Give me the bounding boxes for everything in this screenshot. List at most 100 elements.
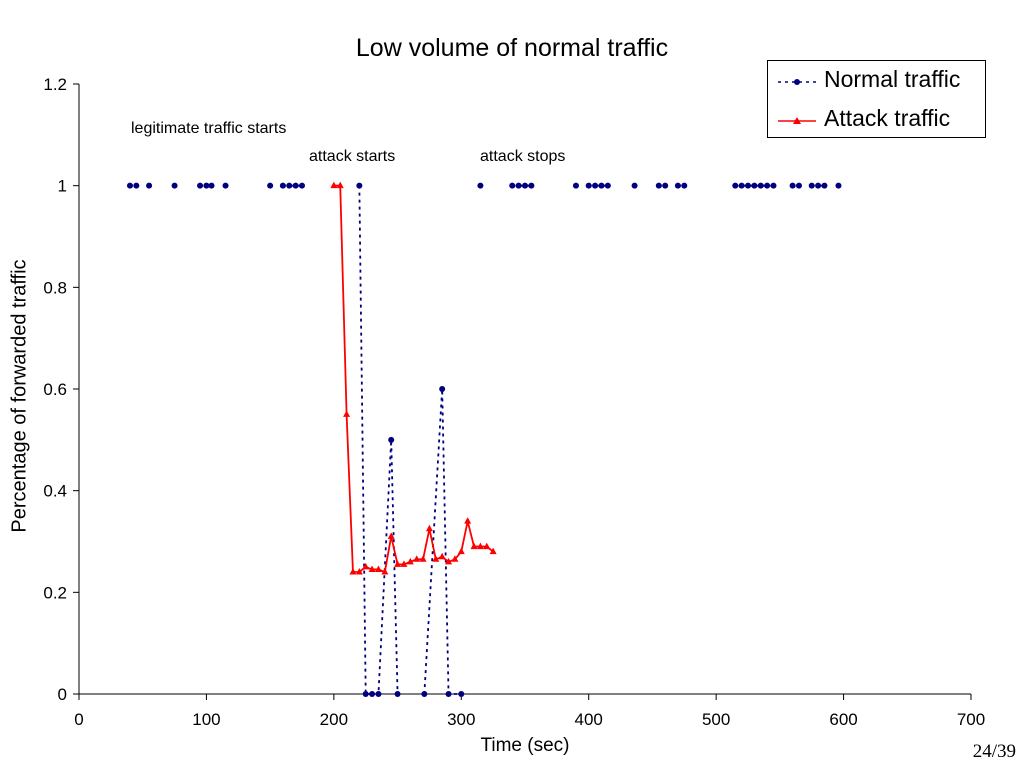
attack-traffic-point xyxy=(457,547,465,555)
y-tick-label: 0.4 xyxy=(43,482,67,501)
y-tick-label: 0 xyxy=(58,685,67,704)
normal-traffic-point xyxy=(375,691,382,697)
attack-traffic-point xyxy=(432,555,440,562)
normal-traffic-series xyxy=(126,182,842,697)
attack-traffic-point xyxy=(483,542,491,550)
x-tick-label: 400 xyxy=(575,710,603,729)
x-tick-label: 700 xyxy=(957,710,985,729)
y-tick-label: 0.8 xyxy=(43,278,67,297)
legend-normal-marker-icon xyxy=(778,79,816,85)
attack-traffic-point xyxy=(445,557,453,565)
attack-traffic-point xyxy=(419,555,427,562)
normal-traffic-point xyxy=(789,182,796,189)
annotation-legit-start: legitimate traffic starts xyxy=(131,120,287,137)
normal-traffic-point xyxy=(445,691,452,697)
normal-traffic-point xyxy=(299,182,305,189)
normal-traffic-point xyxy=(388,436,395,443)
legend-item-normal: Normal traffic xyxy=(768,66,985,96)
normal-traffic-point xyxy=(732,182,739,189)
y-tick-label: 1.2 xyxy=(43,75,67,94)
normal-traffic-point xyxy=(369,691,376,697)
normal-traffic-point xyxy=(745,182,751,189)
x-tick-label: 500 xyxy=(702,710,730,729)
normal-traffic-point xyxy=(795,182,802,189)
normal-traffic-point xyxy=(203,182,210,189)
normal-traffic-point xyxy=(764,182,771,189)
attack-traffic-point xyxy=(387,532,395,539)
attack-traffic-point xyxy=(374,565,382,572)
normal-traffic-point xyxy=(458,691,465,697)
normal-traffic-point xyxy=(515,182,522,189)
normal-traffic-line xyxy=(423,388,462,695)
normal-traffic-point xyxy=(522,182,528,189)
normal-traffic-point xyxy=(292,182,299,189)
attack-traffic-point xyxy=(476,542,484,550)
normal-traffic-point xyxy=(592,182,599,189)
normal-traffic-point xyxy=(751,182,758,189)
normal-traffic-point xyxy=(738,182,745,189)
attack-traffic-point xyxy=(400,560,408,567)
attack-traffic-point xyxy=(381,568,389,575)
attack-traffic-point xyxy=(362,562,370,570)
normal-traffic-point xyxy=(674,182,681,189)
normal-traffic-point xyxy=(146,182,153,189)
normal-traffic-point xyxy=(528,182,535,189)
y-tick-label: 0.2 xyxy=(43,583,67,602)
attack-traffic-point xyxy=(489,547,497,555)
attack-traffic-point xyxy=(336,181,344,189)
normal-traffic-point xyxy=(757,182,764,189)
legend-label-normal: Normal traffic xyxy=(824,66,961,92)
normal-traffic-point xyxy=(171,182,178,189)
normal-traffic-point xyxy=(585,182,592,189)
attack-traffic-point xyxy=(413,555,421,562)
x-tick-label: 0 xyxy=(74,710,83,729)
y-axis-label: Percentage of forwarded traffic xyxy=(8,259,31,533)
normal-traffic-point xyxy=(394,691,401,697)
normal-traffic-point xyxy=(477,182,484,189)
normal-traffic-point xyxy=(421,691,428,697)
x-tick-label: 200 xyxy=(320,710,348,729)
normal-traffic-point xyxy=(222,182,229,189)
normal-traffic-point xyxy=(631,182,638,189)
normal-traffic-point xyxy=(572,182,579,189)
attack-traffic-point xyxy=(355,568,363,575)
normal-traffic-point xyxy=(509,182,516,189)
normal-traffic-point xyxy=(286,182,293,189)
attack-traffic-point xyxy=(330,181,338,189)
legend-label-attack: Attack traffic xyxy=(824,105,951,131)
normal-traffic-point xyxy=(208,182,215,189)
normal-traffic-point xyxy=(197,182,204,189)
attack-traffic-point xyxy=(368,565,376,572)
attack-traffic-point xyxy=(464,517,472,524)
normal-traffic-point xyxy=(655,182,662,189)
attack-traffic-point xyxy=(343,410,351,417)
y-tick-label: 0.6 xyxy=(43,380,67,399)
x-axis-label: Time (sec) xyxy=(480,735,570,756)
y-tick-label: 1 xyxy=(58,177,67,196)
chart-legend: Normal traffic Attack traffic xyxy=(767,60,986,138)
attack-traffic-point xyxy=(425,524,433,532)
legend-item-attack: Attack traffic xyxy=(768,105,985,135)
attack-traffic-series xyxy=(330,181,497,575)
normal-traffic-point xyxy=(362,691,369,697)
normal-traffic-point xyxy=(604,182,611,189)
normal-traffic-point xyxy=(662,182,669,189)
attack-traffic-point xyxy=(451,555,459,562)
x-tick-label: 100 xyxy=(192,710,220,729)
normal-traffic-point xyxy=(598,182,605,189)
normal-traffic-point xyxy=(267,182,274,189)
attack-traffic-point xyxy=(406,557,414,565)
attack-traffic-point xyxy=(349,568,357,575)
normal-traffic-point xyxy=(835,182,842,189)
annotation-attack-stop: attack stops xyxy=(480,148,566,165)
attack-traffic-point xyxy=(438,552,446,560)
chart-axes: 0 0.2 0.4 0.6 0.8 1 1.2 0 100 200 300 400 500 600 700 xyxy=(43,75,985,729)
x-tick-label: 600 xyxy=(829,710,857,729)
chart-title: Low volume of normal traffic xyxy=(355,34,669,62)
normal-traffic-point xyxy=(356,182,363,189)
normal-traffic-point xyxy=(808,182,815,189)
attack-traffic-line xyxy=(333,184,494,574)
normal-traffic-point xyxy=(681,182,688,189)
